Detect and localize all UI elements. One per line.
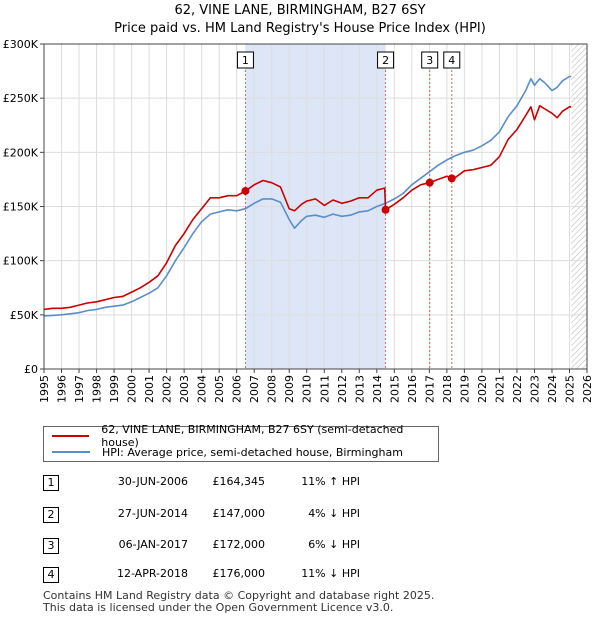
x-tick-label: 2003: [178, 375, 191, 403]
y-tick-label: £100K: [3, 255, 39, 268]
x-tick-label: 2000: [126, 375, 139, 403]
x-tick-label: 2008: [266, 375, 279, 403]
y-tick-label: £50K: [10, 309, 39, 322]
hpi-line: [43, 75, 572, 317]
y-tick-label: £300K: [3, 38, 39, 51]
x-tick-label: 2021: [493, 375, 506, 403]
marker-label: 1: [242, 54, 249, 67]
marker-label-box: [377, 51, 395, 69]
y-tick-label: £250K: [3, 92, 39, 105]
transaction-hpi-diff: 11% ↑ HPI: [301, 475, 360, 488]
x-tick-label: 2002: [161, 375, 174, 403]
x-tick-label: 1996: [56, 375, 69, 403]
x-tick-label: 2004: [196, 375, 209, 403]
marker-label-box: [236, 51, 254, 69]
transaction-price: £176,000: [212, 567, 266, 580]
transaction-hpi-diff: 4% ↓ HPI: [308, 507, 360, 520]
footer-line: This data is licensed under the Open Gov…: [43, 601, 394, 614]
transaction-price: £147,000: [212, 507, 266, 520]
y-tick-label: £200K: [3, 146, 39, 159]
legend-item-property: 62, VINE LANE, BIRMINGHAM, B27 6SY (semi…: [52, 423, 438, 449]
transaction-price: £164,345: [212, 475, 266, 488]
transaction-date: 27-JUN-2014: [117, 507, 188, 520]
table-row: 3 06-JAN-2017 £172,000 6% ↓ HPI: [0, 538, 600, 554]
transaction-price: £172,000: [212, 538, 266, 551]
y-tick-label: £0: [24, 363, 38, 376]
transaction-badge: 3: [43, 538, 59, 554]
legend-swatch-property: [52, 435, 90, 437]
sale-point: [241, 186, 250, 195]
x-tick-label: 2015: [388, 375, 401, 403]
footer-attribution: Contains HM Land Registry data © Copyrig…: [43, 590, 434, 614]
x-tick-label: 2005: [213, 375, 226, 403]
table-row: 1 30-JUN-2006 £164,345 11% ↑ HPI: [0, 475, 600, 491]
transaction-hpi-diff: 11% ↓ HPI: [301, 567, 360, 580]
x-tick-label: 2025: [563, 375, 576, 403]
x-tick-label: 2018: [441, 375, 454, 403]
sale-point: [381, 205, 390, 214]
x-tick-label: 2026: [581, 375, 594, 403]
legend-item-hpi: HPI: Average price, semi-detached house,…: [52, 445, 403, 459]
x-tick-label: 2007: [248, 375, 261, 403]
y-tick-label: £150K: [3, 201, 39, 214]
legend-label-hpi: HPI: Average price, semi-detached house,…: [102, 445, 403, 459]
x-tick-label: 2013: [353, 375, 366, 403]
x-tick-label: 2017: [423, 375, 436, 403]
transaction-date: 06-JAN-2017: [118, 538, 188, 551]
x-tick-label: 2011: [318, 375, 331, 403]
x-tick-label: 2010: [301, 375, 314, 403]
legend-label-property: 62, VINE LANE, BIRMINGHAM, B27 6SY (semi…: [101, 423, 404, 449]
chart-subtitle: Price paid vs. HM Land Registry's House …: [114, 21, 486, 36]
x-tick-label: 1999: [108, 375, 121, 403]
x-tick-label: 2009: [283, 375, 296, 403]
table-row: 2 27-JUN-2014 £147,000 4% ↓ HPI: [0, 507, 600, 523]
legend-swatch-hpi: [52, 451, 90, 453]
marker-label-box: [443, 51, 461, 69]
sale-point: [447, 174, 456, 183]
x-tick-label: 1998: [91, 375, 104, 403]
transaction-badge: 1: [43, 475, 59, 491]
table-row: 4 12-APR-2018 £176,000 11% ↓ HPI: [0, 567, 600, 583]
x-tick-label: 1997: [73, 375, 86, 403]
x-tick-label: 1995: [38, 375, 51, 403]
transaction-hpi-diff: 6% ↓ HPI: [308, 538, 360, 551]
x-tick-label: 2016: [406, 375, 419, 403]
marker-label-box: [421, 51, 439, 69]
x-tick-label: 2001: [143, 375, 156, 403]
marker-label: 3: [426, 54, 433, 67]
x-tick-label: 2023: [528, 375, 541, 403]
property-price-line: [43, 105, 572, 311]
marker-label: 2: [382, 54, 389, 67]
footer-line: Contains HM Land Registry data © Copyrig…: [43, 589, 435, 602]
chart-legend: 62, VINE LANE, BIRMINGHAM, B27 6SY (semi…: [43, 423, 439, 462]
transaction-badge: 4: [43, 567, 59, 583]
x-tick-label: 2024: [546, 375, 559, 403]
x-tick-label: 2006: [231, 375, 244, 403]
transaction-date: 30-JUN-2006: [117, 475, 188, 488]
chart-title: 62, VINE LANE, BIRMINGHAM, B27 6SY: [174, 3, 426, 18]
x-tick-label: 2022: [511, 375, 524, 403]
x-tick-label: 2019: [458, 375, 471, 403]
price-chart: 1 2 3 4 £0 £50K £100K £150K £200K £250K £300K 1995…: [3, 38, 594, 403]
transaction-date: 12-APR-2018: [116, 567, 188, 580]
marker-label: 4: [448, 54, 455, 67]
transaction-badge: 2: [43, 507, 59, 523]
x-tick-label: 2020: [476, 375, 489, 403]
x-tick-label: 2014: [371, 375, 384, 403]
x-tick-label: 2012: [336, 375, 349, 403]
sale-point: [425, 178, 434, 187]
